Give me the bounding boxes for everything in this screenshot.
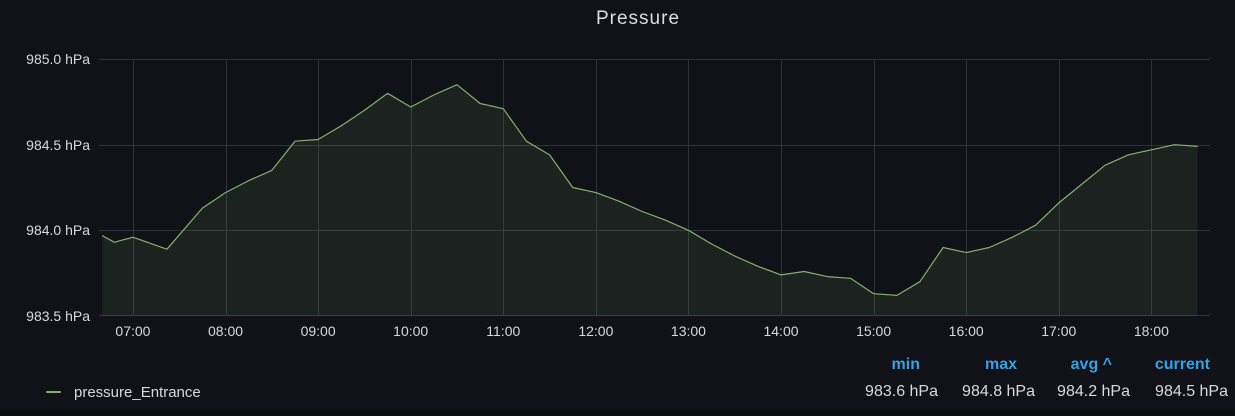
y-tick-label: 984.0 hPa [26, 222, 90, 239]
stat-value-min: 983.6 hPa [865, 383, 938, 400]
panel-title[interactable]: Pressure [595, 8, 681, 29]
x-tick-label: 13:00 [670, 323, 706, 339]
stat-column-max: max 984.8 hPa [905, 353, 1035, 402]
series-line [101, 84, 1198, 296]
stat-column-min: min 983.6 hPa [808, 353, 938, 402]
y-tick-label: 983.5 hPa [26, 308, 90, 324]
stat-column-current: current 984.5 hPa [1098, 353, 1228, 402]
x-tick-label: 12:00 [578, 323, 614, 339]
stat-value-avg: 984.2 hPa [1057, 383, 1130, 400]
stat-column-avg: avg ^ 984.2 hPa [1000, 353, 1130, 402]
y-tick-label: 984.5 hPa [26, 136, 90, 153]
series-color-dash[interactable] [46, 391, 61, 393]
plot-area[interactable] [99, 59, 1210, 316]
x-tick-label: 17:00 [1041, 323, 1077, 339]
x-tick-label: 14:00 [763, 323, 799, 339]
stat-header-avg[interactable]: avg ^ [1070, 356, 1112, 373]
stat-header-max[interactable]: max [984, 356, 1017, 373]
x-tick-label: 09:00 [300, 323, 336, 339]
time-series-chart[interactable] [99, 59, 1210, 316]
x-tick-label: 11:00 [486, 323, 521, 339]
legend-series-label[interactable]: pressure_Entrance [74, 383, 201, 401]
y-tick-label: 985.0 hPa [26, 51, 90, 67]
stat-header-current[interactable]: current [1154, 356, 1210, 373]
stat-value-max: 984.8 hPa [962, 383, 1035, 400]
stat-header-min[interactable]: min [891, 356, 920, 373]
x-tick-label: 16:00 [948, 323, 984, 339]
legend: pressure_Entrance [46, 382, 201, 402]
x-tick-label: 08:00 [207, 323, 244, 339]
series-area-fill [102, 84, 1198, 316]
stat-value-current: 984.5 hPa [1155, 383, 1228, 400]
x-tick-label: 18:00 [1133, 323, 1169, 339]
x-tick-label: 10:00 [393, 323, 429, 339]
x-tick-label: 07:00 [115, 323, 151, 339]
x-tick-label: 15:00 [856, 323, 892, 339]
